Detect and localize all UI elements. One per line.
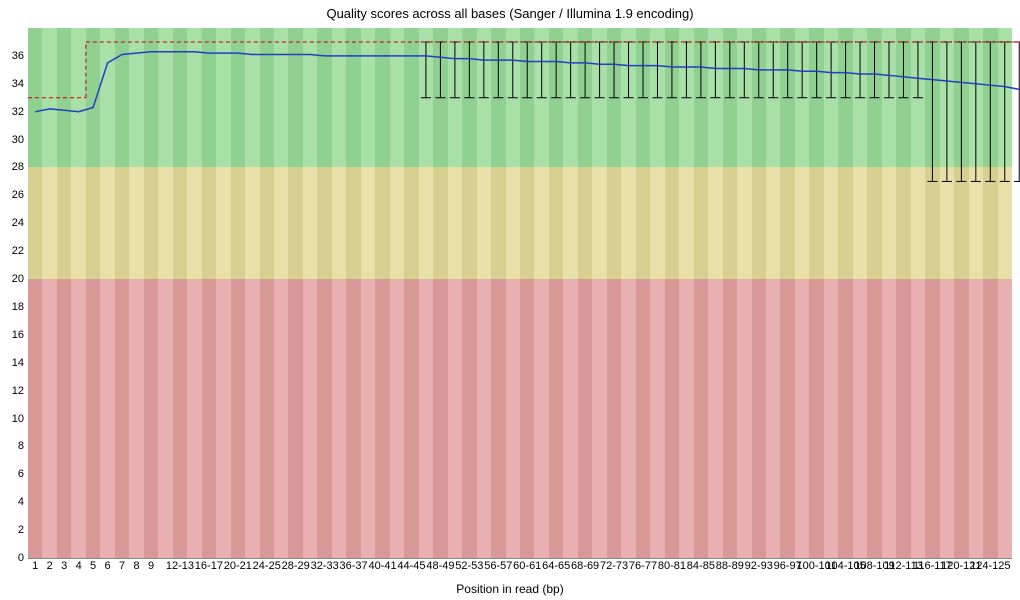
x-tick-label: 16-17 (195, 560, 223, 572)
y-tick-label: 20 (12, 273, 24, 285)
x-tick-label: 68-69 (571, 560, 599, 572)
x-tick-label: 1 (32, 560, 38, 572)
x-tick-label: 48-49 (426, 560, 454, 572)
y-tick-label: 14 (12, 357, 24, 369)
x-axis-label: Position in read (bp) (0, 582, 1020, 596)
y-tick-label: 24 (12, 217, 24, 229)
y-tick-label: 12 (12, 385, 24, 397)
chart-title: Quality scores across all bases (Sanger … (0, 6, 1020, 21)
x-tick-label: 92-93 (745, 560, 773, 572)
x-tick-label: 52-53 (455, 560, 483, 572)
y-tick-label: 30 (12, 134, 24, 146)
y-tick-label: 6 (18, 468, 24, 480)
y-tick-label: 32 (12, 106, 24, 118)
x-tick-label: 80-81 (658, 560, 686, 572)
x-tick-label: 24-25 (253, 560, 281, 572)
x-tick-label: 124-125 (970, 560, 1010, 572)
x-tick-label: 2 (47, 560, 53, 572)
x-tick-label: 3 (61, 560, 67, 572)
x-tick-label: 56-57 (484, 560, 512, 572)
y-tick-label: 22 (12, 245, 24, 257)
y-tick-label: 0 (18, 552, 24, 564)
x-tick-label: 36-37 (340, 560, 368, 572)
y-tick-label: 34 (12, 78, 24, 90)
x-tick-label: 7 (119, 560, 125, 572)
chart-overlay (28, 28, 1012, 558)
x-tick-label: 28-29 (282, 560, 310, 572)
x-tick-label: 76-77 (629, 560, 657, 572)
x-tick-label: 20-21 (224, 560, 252, 572)
x-tick-label: 4 (76, 560, 82, 572)
x-tick-label: 40-41 (368, 560, 396, 572)
y-tick-label: 28 (12, 161, 24, 173)
x-tick-label: 5 (90, 560, 96, 572)
y-tick-label: 8 (18, 440, 24, 452)
y-tick-label: 26 (12, 189, 24, 201)
y-tick-label: 2 (18, 524, 24, 536)
x-tick-label: 32-33 (311, 560, 339, 572)
x-tick-label: 72-73 (600, 560, 628, 572)
plot-area: 0246810121416182022242628303234361234567… (28, 28, 1012, 559)
x-tick-label: 12-13 (166, 560, 194, 572)
y-tick-label: 16 (12, 329, 24, 341)
x-tick-label: 60-61 (513, 560, 541, 572)
x-tick-label: 6 (105, 560, 111, 572)
y-tick-label: 36 (12, 50, 24, 62)
x-tick-label: 64-65 (542, 560, 570, 572)
y-tick-label: 10 (12, 413, 24, 425)
y-tick-label: 18 (12, 301, 24, 313)
x-tick-label: 8 (133, 560, 139, 572)
x-tick-label: 84-85 (687, 560, 715, 572)
x-tick-label: 88-89 (716, 560, 744, 572)
x-tick-label: 9 (148, 560, 154, 572)
x-tick-label: 44-45 (397, 560, 425, 572)
quality-chart: Quality scores across all bases (Sanger … (0, 0, 1020, 600)
y-tick-label: 4 (18, 496, 24, 508)
